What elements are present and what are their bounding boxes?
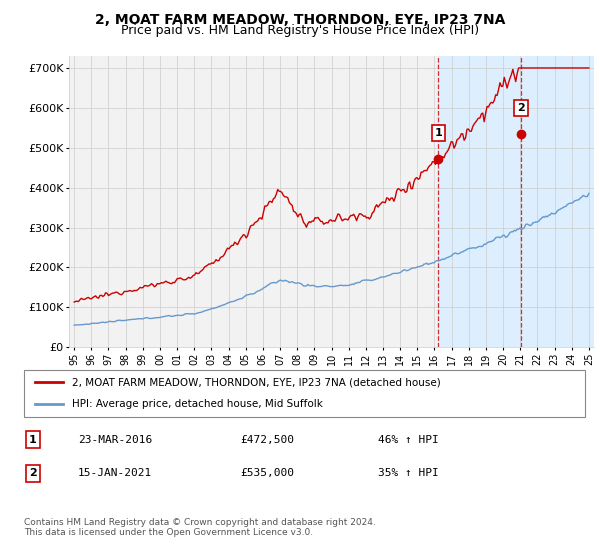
- Text: 2, MOAT FARM MEADOW, THORNDON, EYE, IP23 7NA (detached house): 2, MOAT FARM MEADOW, THORNDON, EYE, IP23…: [71, 377, 440, 388]
- Text: £472,500: £472,500: [240, 435, 294, 445]
- Bar: [438, 56, 598, 347]
- Text: 2: 2: [517, 103, 525, 113]
- Text: Contains HM Land Registry data © Crown copyright and database right 2024.
This d: Contains HM Land Registry data © Crown c…: [24, 518, 376, 538]
- Text: 1: 1: [434, 128, 442, 138]
- Text: 46% ↑ HPI: 46% ↑ HPI: [378, 435, 439, 445]
- Text: £535,000: £535,000: [240, 468, 294, 478]
- Text: 2: 2: [29, 468, 37, 478]
- Text: 35% ↑ HPI: 35% ↑ HPI: [378, 468, 439, 478]
- Text: 23-MAR-2016: 23-MAR-2016: [78, 435, 152, 445]
- Text: 15-JAN-2021: 15-JAN-2021: [78, 468, 152, 478]
- Text: HPI: Average price, detached house, Mid Suffolk: HPI: Average price, detached house, Mid …: [71, 399, 323, 409]
- Text: 2, MOAT FARM MEADOW, THORNDON, EYE, IP23 7NA: 2, MOAT FARM MEADOW, THORNDON, EYE, IP23…: [95, 13, 505, 27]
- FancyBboxPatch shape: [24, 370, 585, 417]
- Text: Price paid vs. HM Land Registry's House Price Index (HPI): Price paid vs. HM Land Registry's House …: [121, 24, 479, 38]
- Text: 1: 1: [29, 435, 37, 445]
